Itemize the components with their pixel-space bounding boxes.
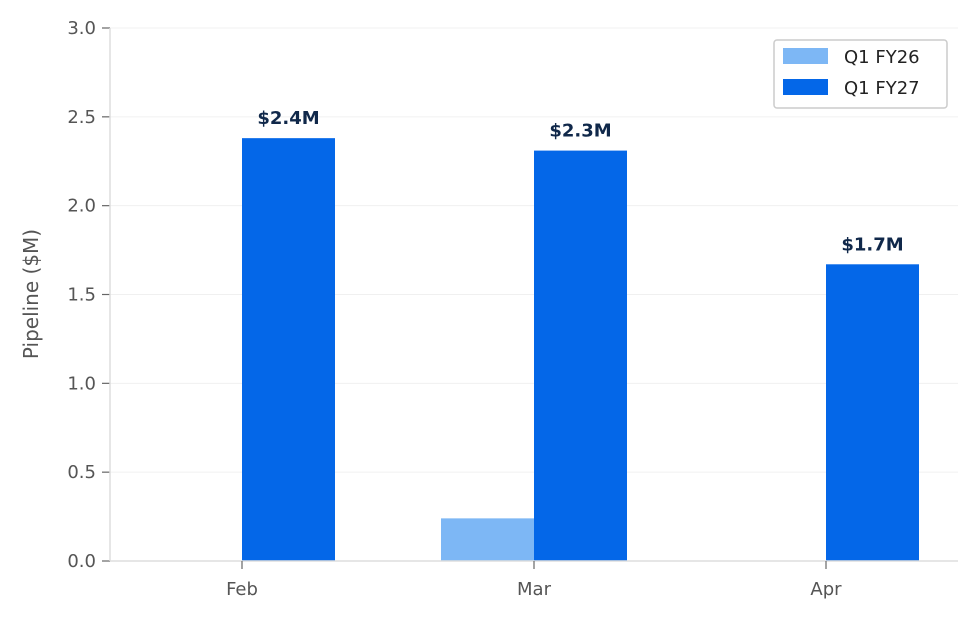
bars bbox=[242, 138, 919, 562]
y-tick-label: 3.0 bbox=[67, 18, 96, 39]
y-tick-label: 1.0 bbox=[67, 373, 96, 394]
data-label-mar: $2.3M bbox=[549, 121, 611, 142]
x-tick-label: Feb bbox=[226, 579, 258, 600]
legend-swatch-q1-fy27 bbox=[783, 79, 828, 95]
legend-label-q1-fy26: Q1 FY26 bbox=[844, 47, 920, 68]
data-label-apr: $1.7M bbox=[841, 234, 903, 255]
bar-q1-fy27-mar bbox=[534, 150, 627, 561]
bar-q1-fy26-mar bbox=[441, 518, 534, 561]
data-label-feb: $2.4M bbox=[257, 108, 319, 129]
legend: Q1 FY26 Q1 FY27 bbox=[773, 39, 948, 109]
x-tick-label: Mar bbox=[517, 579, 552, 600]
y-tick-label: 0.5 bbox=[67, 462, 96, 483]
y-tick-label: 2.5 bbox=[67, 107, 96, 128]
legend-swatch-q1-fy26 bbox=[783, 48, 828, 64]
y-tick-label: 1.5 bbox=[67, 285, 96, 306]
y-axis-title: Pipeline ($M) bbox=[19, 229, 43, 359]
legend-label-q1-fy27: Q1 FY27 bbox=[844, 78, 920, 99]
axes: 0.0 0.5 1.0 1.5 2.0 2.5 3.0 Feb Mar Apr bbox=[67, 18, 958, 600]
bar-q1-fy27-apr bbox=[826, 264, 919, 561]
bar-q1-fy27-feb bbox=[242, 138, 335, 562]
y-tick-label: 2.0 bbox=[67, 196, 96, 217]
x-tick-label: Apr bbox=[810, 579, 842, 600]
data-labels: $2.4M $2.3M $1.7M bbox=[257, 108, 903, 255]
y-tick-label: 0.0 bbox=[67, 551, 96, 572]
